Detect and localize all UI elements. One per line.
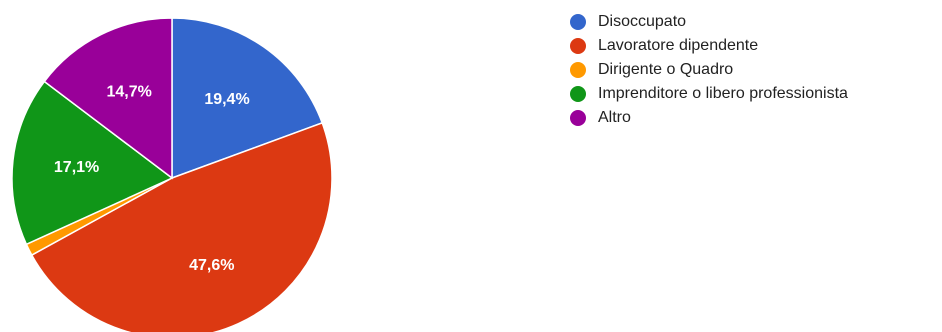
legend-swatch-icon: [570, 86, 586, 102]
slice-label-imprenditore-o-libero-professionista: 17,1%: [54, 159, 99, 176]
legend-swatch-icon: [570, 14, 586, 30]
legend-label: Dirigente o Quadro: [598, 61, 733, 79]
legend-item-disoccupato[interactable]: Disoccupato: [570, 10, 848, 34]
legend-swatch-icon: [570, 38, 586, 54]
legend-label: Altro: [598, 109, 631, 127]
legend-label: Lavoratore dipendente: [598, 37, 758, 55]
legend-item-altro[interactable]: Altro: [570, 106, 848, 130]
legend-item-imprenditore-o-libero-professionista[interactable]: Imprenditore o libero professionista: [570, 82, 848, 106]
legend-swatch-icon: [570, 110, 586, 126]
legend-label: Disoccupato: [598, 13, 686, 31]
legend: Disoccupato Lavoratore dipendente Dirigent…: [570, 10, 848, 130]
legend-label: Imprenditore o libero professionista: [598, 85, 848, 103]
slice-label-lavoratore-dipendente: 47,6%: [189, 257, 234, 274]
slice-label-altro: 14,7%: [107, 84, 152, 101]
legend-item-dirigente-o-quadro[interactable]: Dirigente o Quadro: [570, 58, 848, 82]
legend-swatch-icon: [570, 62, 586, 78]
pie-chart: 19,4% 47,6% 17,1% 14,7%: [0, 0, 560, 332]
legend-item-lavoratore-dipendente[interactable]: Lavoratore dipendente: [570, 34, 848, 58]
slice-label-disoccupato: 19,4%: [204, 91, 249, 108]
